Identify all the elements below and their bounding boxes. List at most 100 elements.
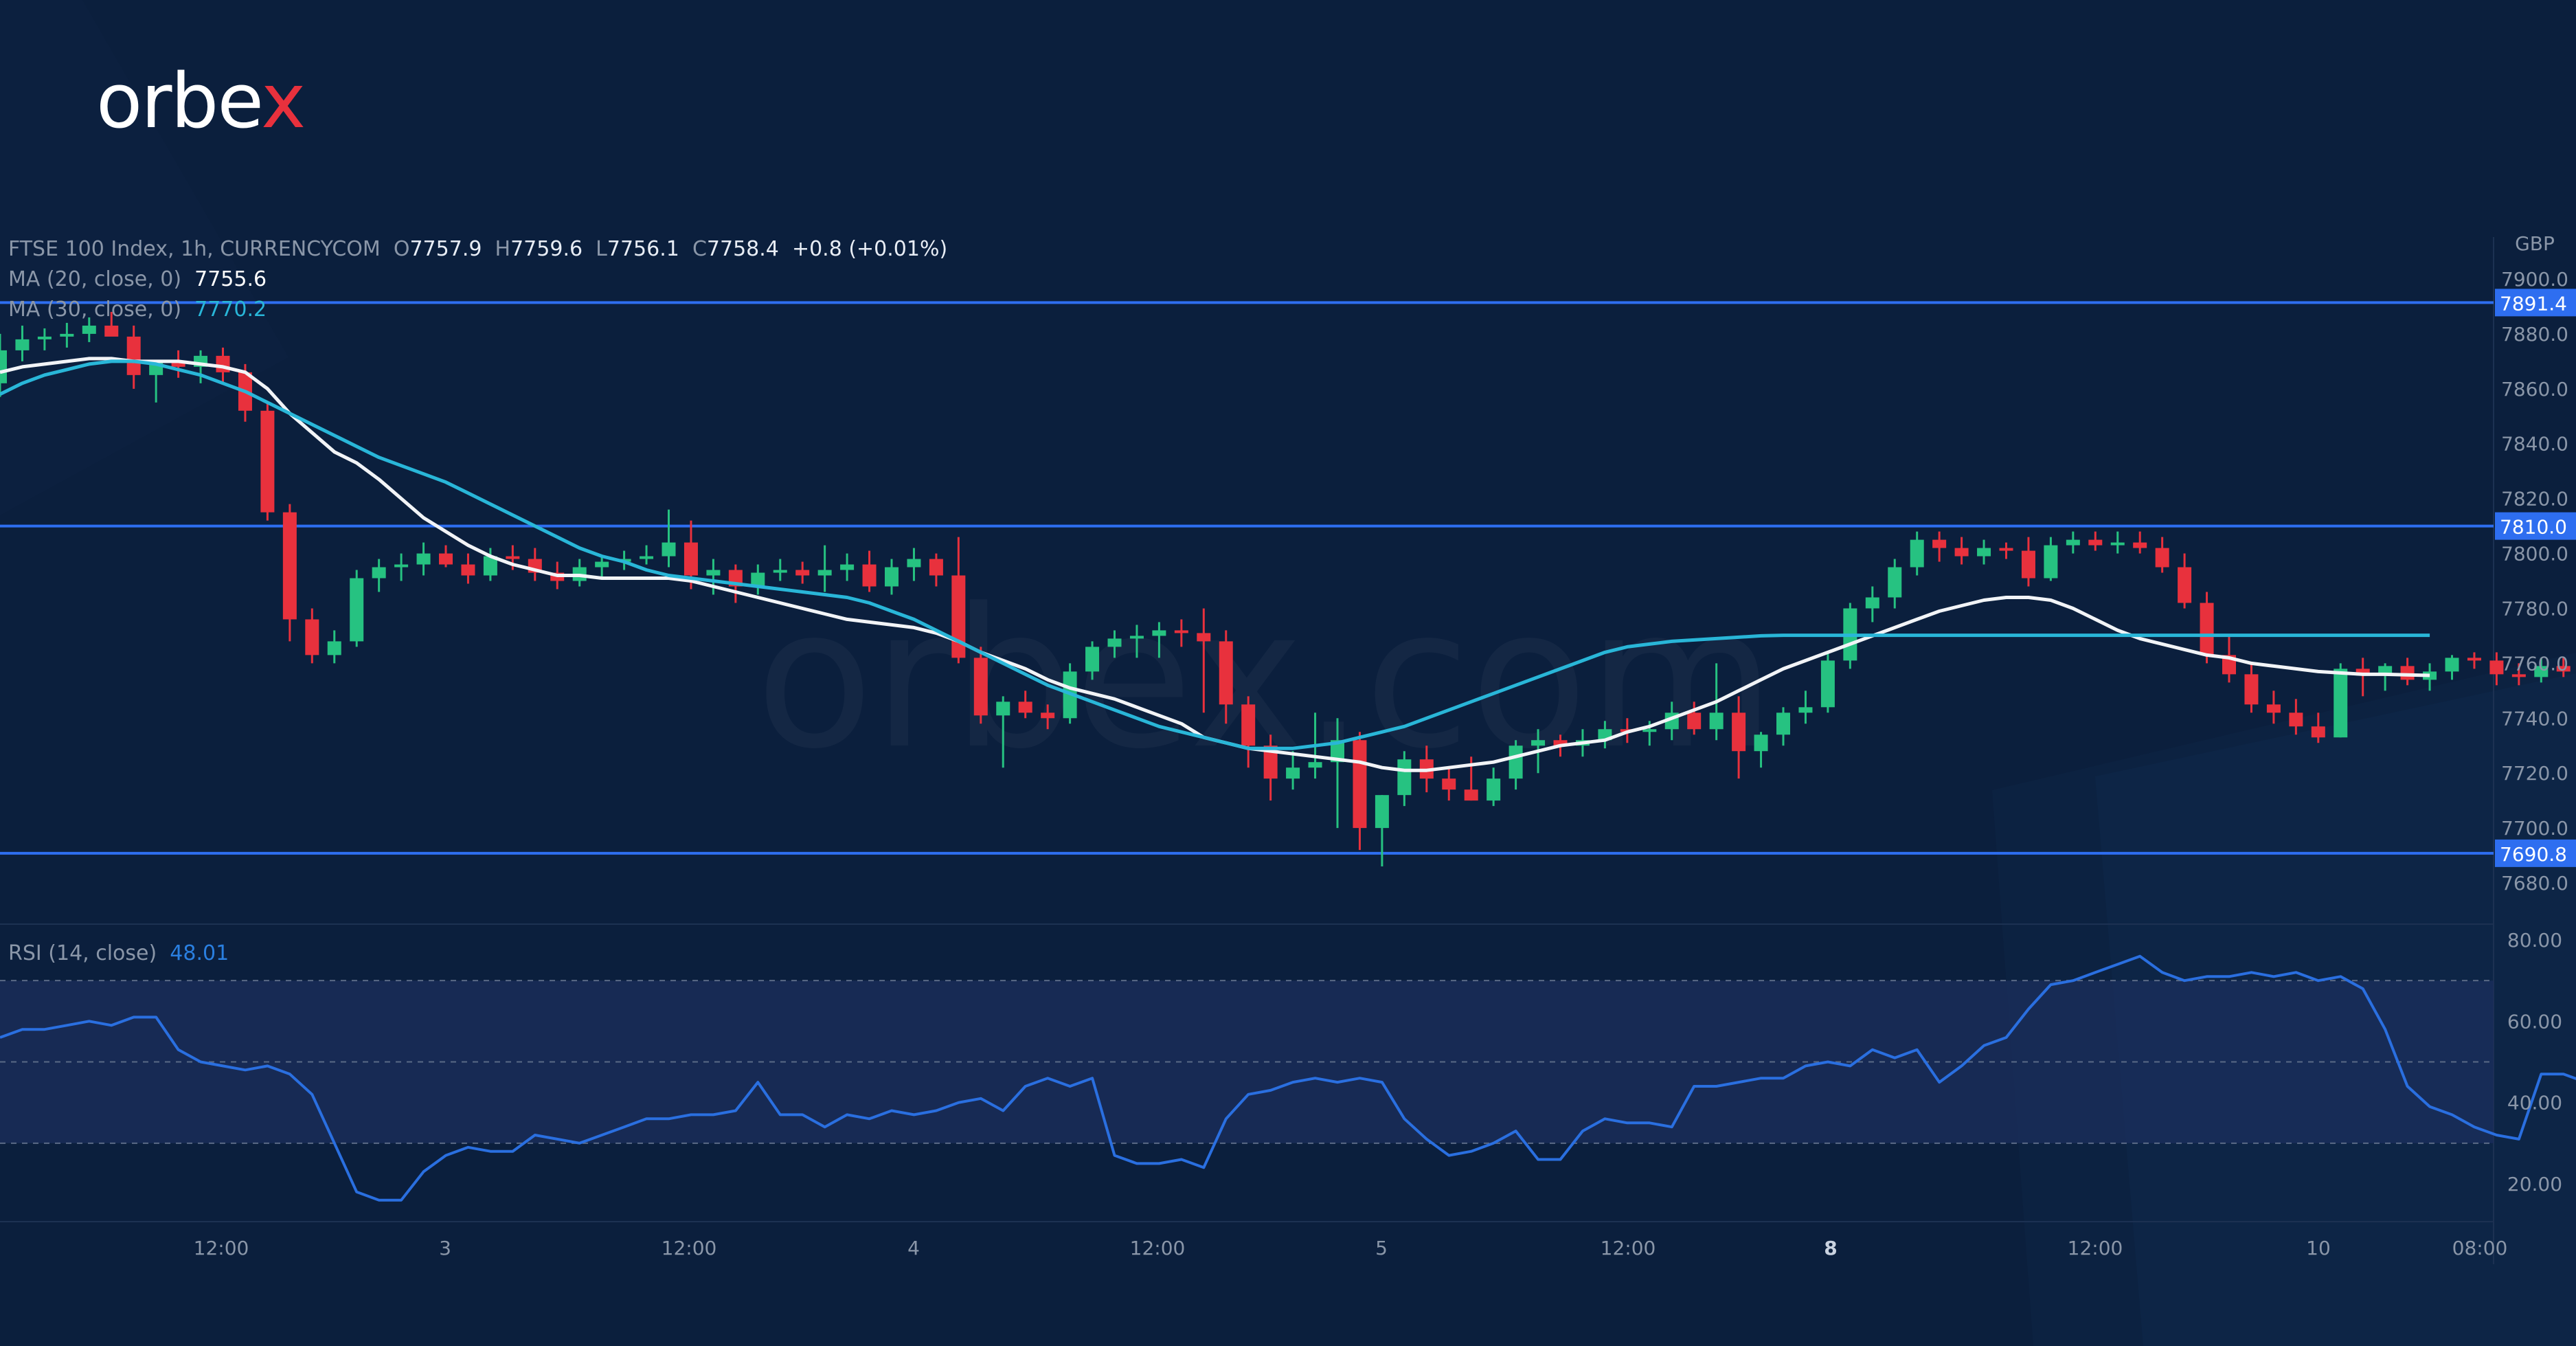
close-value: 7758.4 (706, 237, 779, 261)
candle-body (1642, 729, 1657, 732)
time-tick-label: 12:00 (1130, 1237, 1186, 1259)
candle-body (104, 325, 119, 337)
time-tick-label: 4 (907, 1237, 920, 1259)
price-tick-label: 7860.0 (2501, 378, 2568, 401)
candle-body (2378, 666, 2393, 675)
candle-body (2311, 726, 2325, 738)
candle-body (1197, 633, 1211, 642)
candle-body (2489, 660, 2504, 675)
candle-body (394, 564, 409, 568)
candle-body (0, 350, 7, 383)
ma30-label: MA (30, close, 0) (8, 298, 182, 322)
level-label-bg (2495, 839, 2576, 867)
rsi-axis: 80.00 60.00 40.00 20.00 (2507, 929, 2562, 1196)
price-tick-label: 7760.0 (2501, 652, 2568, 675)
candle-body (817, 570, 832, 576)
candle-body (1174, 630, 1188, 633)
candle-body (327, 641, 341, 655)
candle-body (2266, 704, 2281, 713)
candle-body (683, 542, 698, 576)
price-tick-label: 7720.0 (2501, 762, 2568, 785)
ma20-legend: MA (20, close, 0) 7755.6 (8, 269, 267, 290)
candle-body (1263, 745, 1278, 779)
candle-body (2044, 545, 2058, 579)
candle-body (885, 567, 899, 587)
ma30-line (0, 359, 2430, 750)
candle-body (260, 410, 275, 513)
candle-body (1932, 539, 1947, 548)
time-tick-label: 5 (1375, 1237, 1388, 1259)
candle-body (1107, 638, 1122, 647)
time-axis: 12:00 3 12:00 4 12:00 5 12:00 8 12:00 10 08:00 (194, 1237, 2508, 1259)
candle-body (2088, 539, 2103, 546)
candle-body (2021, 550, 2035, 579)
candle-body (2289, 713, 2303, 727)
candle-body (1241, 704, 1256, 746)
candle-body (216, 355, 230, 372)
candle-body (1464, 789, 1478, 801)
candle-body (862, 564, 877, 587)
candle-body (1732, 713, 1746, 752)
logo-accent: x (261, 57, 306, 145)
candle-body (1954, 548, 1969, 557)
symbol-name: FTSE 100 Index, 1h, CURRENCYCOM (8, 237, 381, 261)
price-tick-label: 7700.0 (2501, 817, 2568, 840)
orbex-logo: orbex (96, 63, 306, 139)
candle-body (15, 339, 30, 350)
close-label: C (692, 237, 707, 261)
candle-body (305, 619, 319, 655)
rsi-tick-label: 80.00 (2507, 929, 2562, 952)
candle-body (706, 570, 721, 576)
price-tick-label: 7800.0 (2501, 543, 2568, 565)
candle-body (1553, 740, 1568, 746)
candle-body (1018, 702, 1032, 713)
candle-body (483, 556, 497, 576)
level-label: 7810.0 (2500, 516, 2567, 539)
candle-body (2511, 674, 2526, 677)
candle-body (929, 559, 943, 576)
candle-body (37, 336, 52, 339)
candle-body (1865, 597, 1879, 609)
level-label-bg (2495, 512, 2576, 540)
rsi-legend: RSI (14, close) 48.01 (8, 943, 229, 964)
logo-text: orbe (96, 57, 262, 145)
candle-body (996, 702, 1010, 716)
candle-body (2467, 658, 2481, 661)
candle-body (416, 553, 431, 565)
candle-body (2133, 542, 2147, 548)
candle-body (1798, 707, 1813, 713)
candle-body (2400, 666, 2415, 680)
price-tick-label: 7680.0 (2501, 872, 2568, 895)
level-label-bg (2495, 289, 2576, 317)
candle-body (350, 578, 364, 642)
rsi-tick-label: 60.00 (2507, 1010, 2562, 1033)
candle-body (1308, 762, 1322, 768)
time-tick-label: 08:00 (2452, 1237, 2508, 1259)
rsi-label: RSI (14, close) (8, 941, 157, 965)
low-value: 7756.1 (607, 237, 679, 261)
moving-averages (0, 357, 2430, 772)
candle-body (1709, 713, 1724, 730)
candle-body (2244, 674, 2259, 705)
time-tick-label: 8 (1824, 1237, 1837, 1259)
high-label: H (495, 237, 511, 261)
candle-body (2178, 567, 2192, 603)
candle-body (126, 336, 141, 375)
decor-shape (0, 0, 289, 515)
price-tick-label: 7820.0 (2501, 488, 2568, 511)
candle-body (1776, 713, 1790, 735)
price-tick-label: 7780.0 (2501, 597, 2568, 620)
time-tick-label: 12:00 (194, 1237, 249, 1259)
candle-body (640, 556, 654, 559)
candle-body (1219, 641, 1233, 705)
candle-body (795, 570, 810, 576)
candle-body (907, 559, 921, 568)
candle-body (1375, 795, 1389, 829)
candle-body (751, 572, 765, 587)
rsi-value: 48.01 (170, 941, 229, 965)
rsi-line (0, 954, 2576, 1202)
level-label: 7891.4 (2500, 292, 2567, 315)
horizontal-levels (0, 301, 2494, 855)
price-axis: 7900.0 7880.0 7860.0 7840.0 7820.0 7800.0 7780… (2501, 268, 2568, 895)
